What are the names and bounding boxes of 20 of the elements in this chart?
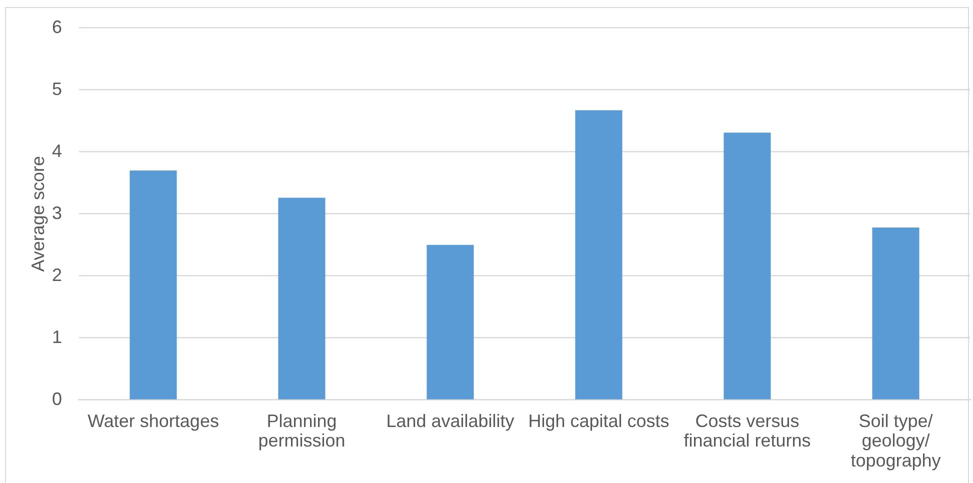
x-tick-label: High capital costs — [528, 410, 670, 431]
bar — [130, 170, 177, 400]
bar — [278, 198, 326, 400]
x-tick-label: Land availability — [386, 410, 514, 431]
bar — [724, 132, 771, 400]
x-tick-label: Planning permission — [258, 410, 346, 451]
x-tick-label: Water shortages — [88, 410, 219, 431]
x-tick-label: Costs versus financial returns — [684, 410, 811, 451]
bar — [426, 244, 474, 400]
y-tick-label: 1 — [52, 326, 62, 347]
y-tick-label: 3 — [52, 202, 62, 223]
y-tick-label: 6 — [52, 16, 62, 37]
x-tick-label: Soil type/ geology/ topography — [850, 410, 941, 470]
y-tick-label: 5 — [52, 78, 62, 99]
bar — [575, 110, 622, 400]
y-tick-label: 2 — [52, 264, 62, 285]
y-axis-title: Average score — [28, 156, 48, 272]
y-tick-label: 0 — [52, 388, 62, 409]
y-tick-label: 4 — [52, 140, 62, 161]
bar — [872, 228, 920, 400]
